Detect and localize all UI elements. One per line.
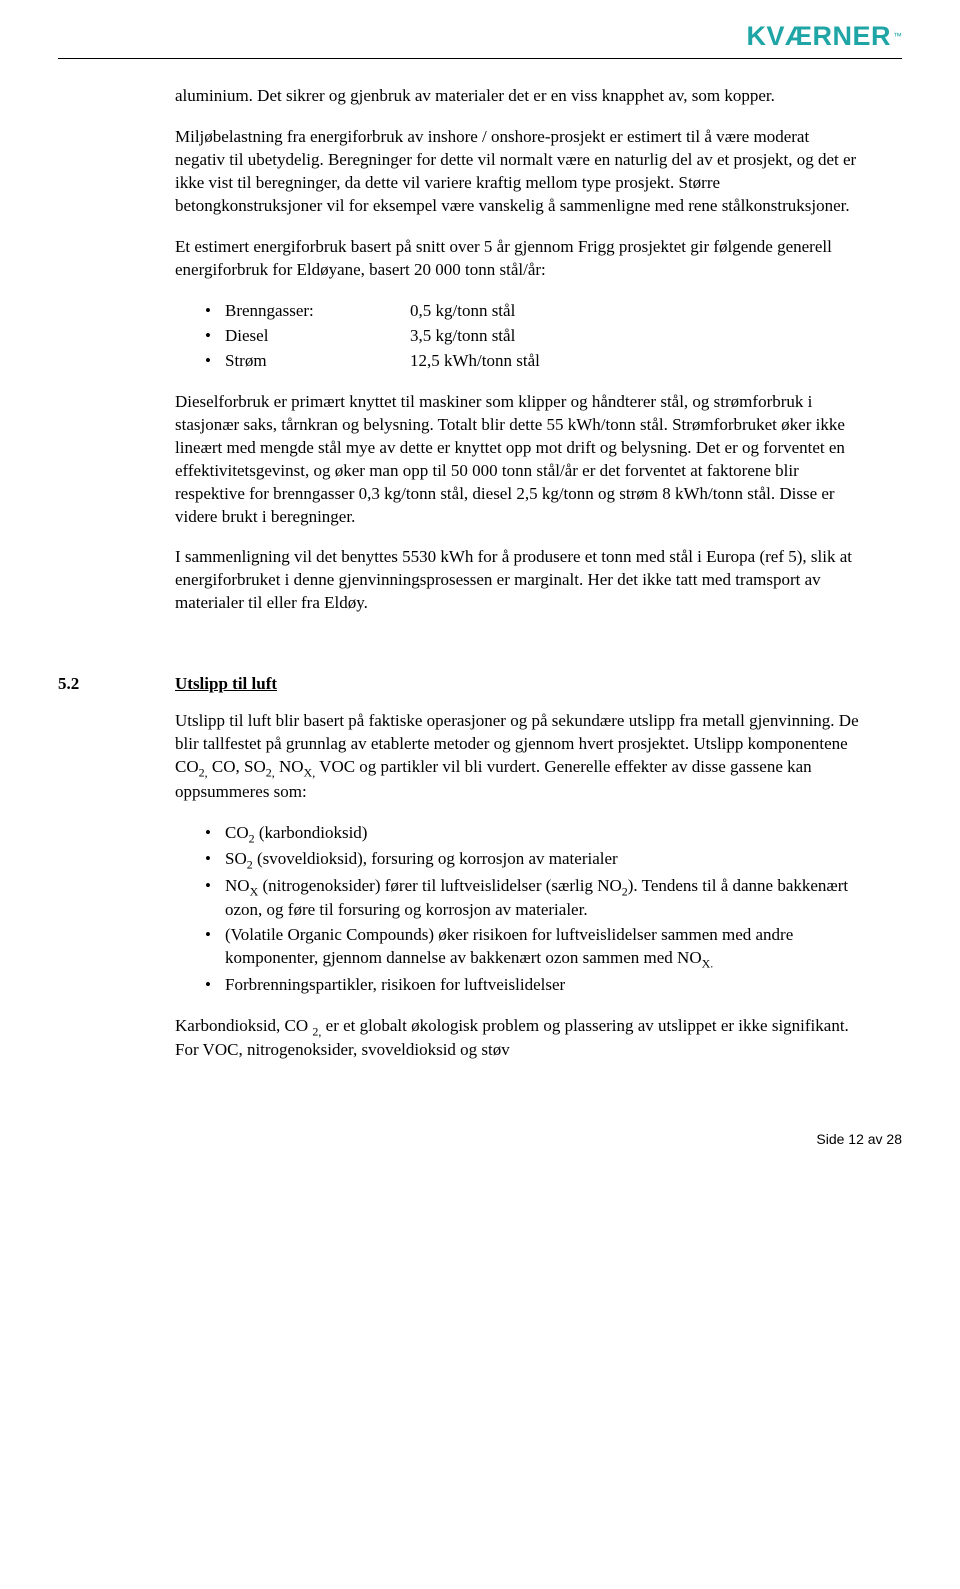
energy-consumption-list: Brenngasser: 0,5 kg/tonn stål Diesel 3,5… <box>175 300 860 373</box>
section-body: Utslipp til luft blir basert på faktiske… <box>0 696 960 1062</box>
text-run: NO <box>225 876 250 895</box>
paragraph: Miljøbelastning fra energiforbruk av ins… <box>175 126 860 218</box>
list-item: Brenngasser: 0,5 kg/tonn stål <box>205 300 860 323</box>
energy-value: 3,5 kg/tonn stål <box>410 325 515 348</box>
subscript: X. <box>702 957 714 971</box>
list-item: Strøm 12,5 kWh/tonn stål <box>205 350 860 373</box>
gas-effects-list: CO2 (karbondioksid) SO2 (svoveldioksid),… <box>175 822 860 997</box>
section-number: 5.2 <box>58 673 175 696</box>
text-run: (nitrogenoksider) fører til luftveislide… <box>258 876 622 895</box>
text-run: (karbondioksid) <box>255 823 368 842</box>
energy-label: Diesel <box>225 325 410 348</box>
paragraph: aluminium. Det sikrer og gjenbruk av mat… <box>175 85 860 108</box>
text-run: Karbondioksid, CO <box>175 1016 312 1035</box>
section-title: Utslipp til luft <box>175 673 277 696</box>
text-run: NO <box>275 757 304 776</box>
energy-value: 0,5 kg/tonn stål <box>410 300 515 323</box>
paragraph: Utslipp til luft blir basert på faktiske… <box>175 710 860 803</box>
list-item: NOX (nitrogenoksider) fører til luftveis… <box>205 875 860 923</box>
document-body: aluminium. Det sikrer og gjenbruk av mat… <box>0 59 960 615</box>
paragraph: Et estimert energiforbruk basert på snit… <box>175 236 860 282</box>
text-run: (svoveldioksid), forsuring og korrosjon … <box>253 849 618 868</box>
list-item: Forbrenningspartikler, risikoen for luft… <box>205 974 860 997</box>
energy-label: Strøm <box>225 350 410 373</box>
list-item: CO2 (karbondioksid) <box>205 822 860 847</box>
paragraph: Karbondioksid, CO 2, er et globalt økolo… <box>175 1015 860 1063</box>
paragraph: Dieselforbruk er primært knyttet til mas… <box>175 391 860 529</box>
subscript: 2, <box>266 765 275 779</box>
text-run: SO <box>225 849 247 868</box>
subscript: 2, <box>199 765 208 779</box>
list-item: (Volatile Organic Compounds) øker risiko… <box>205 924 860 972</box>
energy-value: 12,5 kWh/tonn stål <box>410 350 540 373</box>
subscript: X <box>250 884 259 898</box>
text-run: Forbrenningspartikler, risikoen for luft… <box>225 975 565 994</box>
subscript: X, <box>304 765 316 779</box>
energy-label: Brenngasser: <box>225 300 410 323</box>
paragraph: I sammenligning vil det benyttes 5530 kW… <box>175 546 860 615</box>
list-item: SO2 (svoveldioksid), forsuring og korros… <box>205 848 860 873</box>
logo-text: KVÆRNER <box>746 18 891 54</box>
text-run: CO, SO <box>208 757 266 776</box>
section-heading-row: 5.2 Utslipp til luft <box>0 633 960 696</box>
text-run: CO <box>225 823 249 842</box>
page-footer: Side 12 av 28 <box>0 1080 960 1169</box>
page-header: KVÆRNER ™ <box>0 0 960 58</box>
list-item: Diesel 3,5 kg/tonn stål <box>205 325 860 348</box>
kvaerner-logo: KVÆRNER ™ <box>746 18 902 54</box>
logo-trademark: ™ <box>893 30 902 42</box>
